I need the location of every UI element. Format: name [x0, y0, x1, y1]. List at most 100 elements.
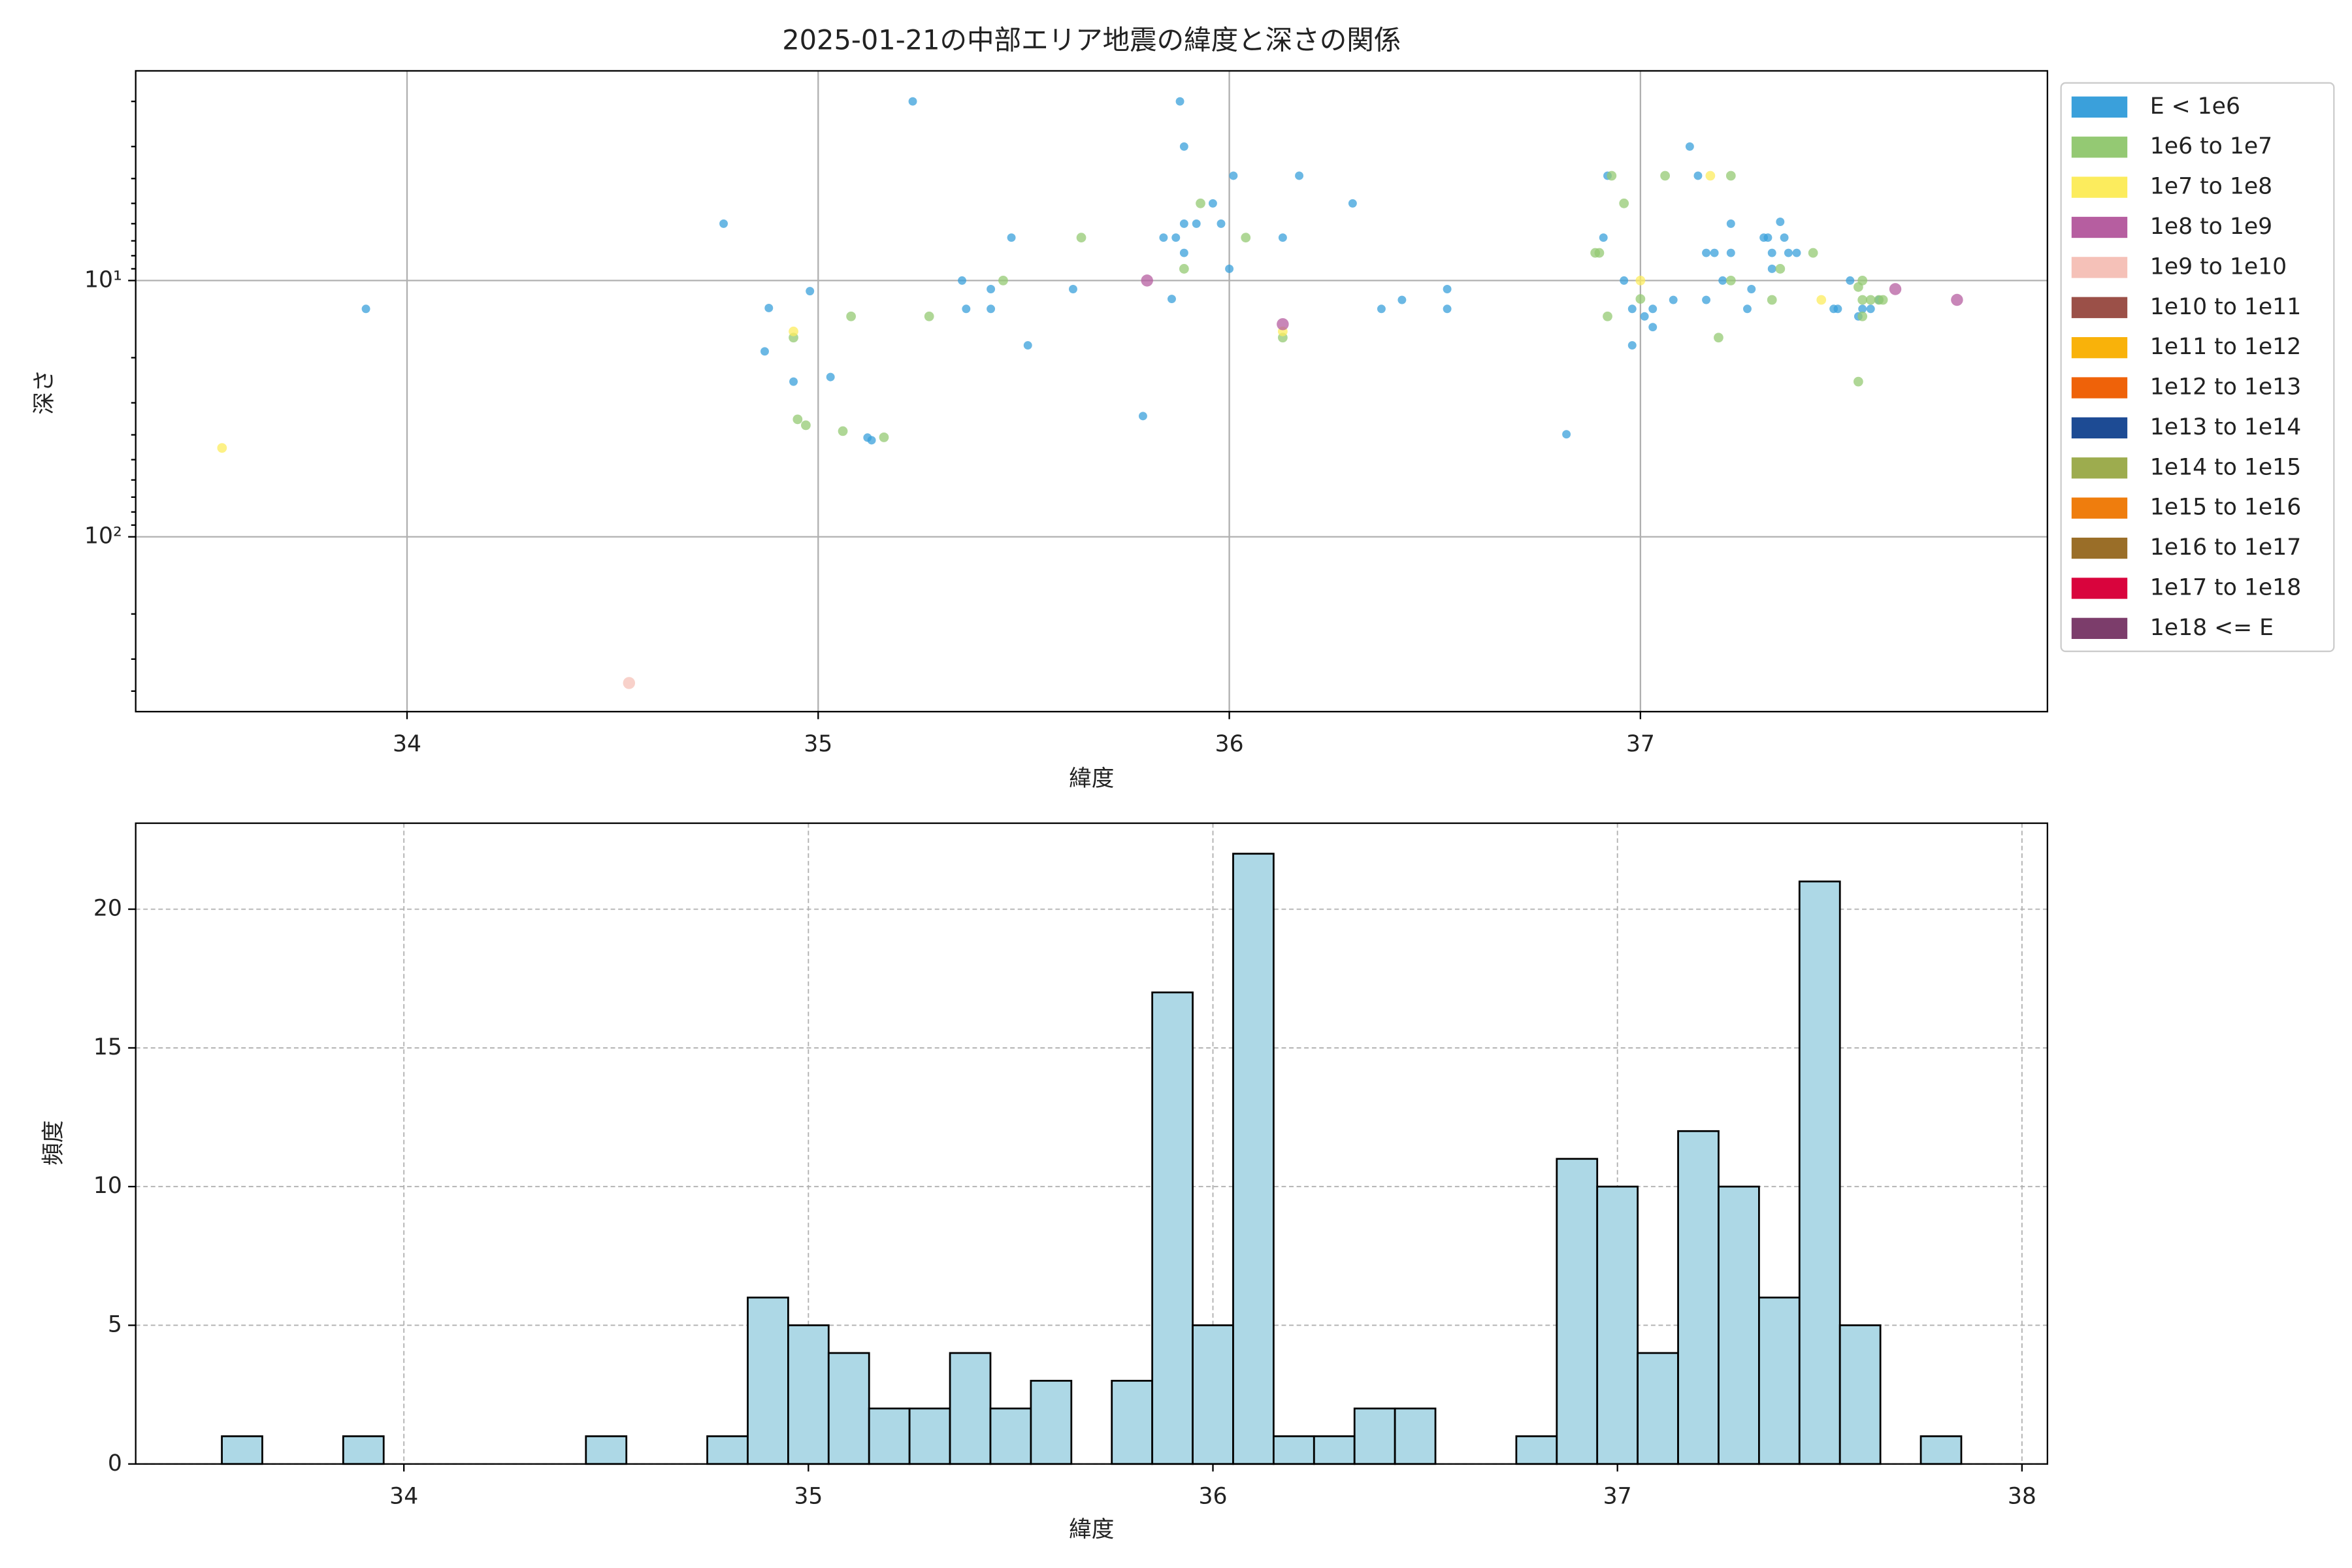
bar	[1192, 1324, 1234, 1465]
point	[1599, 233, 1608, 242]
x-tick-label: 36	[1198, 1484, 1227, 1510]
point	[789, 326, 798, 336]
point	[924, 311, 934, 321]
point	[1635, 294, 1646, 304]
point	[1648, 304, 1658, 314]
bar	[1637, 1352, 1679, 1465]
x-axis-label: 緯度	[1069, 766, 1114, 792]
point	[1775, 264, 1786, 274]
point	[1179, 219, 1188, 228]
point	[958, 276, 967, 285]
point	[1763, 233, 1772, 242]
point	[1702, 248, 1711, 257]
point	[1710, 248, 1719, 257]
bar	[342, 1435, 385, 1465]
x-tick-label: 38	[2008, 1484, 2036, 1510]
point	[1718, 276, 1727, 285]
point	[1685, 142, 1694, 151]
point	[962, 304, 971, 314]
y-tick-label: 0	[108, 1450, 122, 1477]
point	[1858, 304, 1867, 314]
point	[1747, 285, 1756, 293]
legend-swatch	[2071, 176, 2128, 198]
legend-label: 1e8 to 1e9	[2150, 214, 2272, 240]
point	[1776, 218, 1785, 226]
point	[1171, 233, 1181, 242]
point	[1857, 276, 1868, 286]
point	[1443, 285, 1452, 293]
point	[764, 303, 774, 312]
point	[1743, 304, 1752, 314]
point	[1725, 171, 1736, 181]
legend-swatch	[2071, 578, 2128, 599]
legend-swatch	[2071, 137, 2128, 158]
point	[1726, 219, 1735, 228]
point	[1627, 304, 1637, 314]
legend-label: 1e10 to 1e11	[2150, 294, 2301, 320]
bar	[1556, 1158, 1599, 1465]
point	[826, 372, 835, 382]
point	[1767, 248, 1776, 257]
bar	[1798, 880, 1841, 1465]
point	[846, 311, 857, 321]
point	[760, 347, 769, 356]
y-tick-label: 10²	[84, 523, 122, 549]
point	[1792, 248, 1801, 257]
point	[1208, 199, 1217, 208]
point	[1780, 233, 1789, 242]
point	[1619, 198, 1629, 208]
point	[623, 677, 636, 689]
bar	[706, 1435, 749, 1465]
point	[987, 285, 996, 293]
legend-label: 1e18 <= E	[2150, 615, 2274, 641]
point	[1635, 276, 1646, 286]
point	[1295, 171, 1304, 180]
bar	[827, 1352, 870, 1465]
point	[908, 97, 917, 106]
bar	[1232, 853, 1275, 1465]
point	[1192, 219, 1201, 228]
legend-swatch	[2071, 497, 2128, 519]
point	[1196, 198, 1205, 208]
chart-title: 2025-01-21の中部エリア地震の緯度と深さの関係	[782, 24, 1401, 56]
legend-label: 1e15 to 1e16	[2150, 495, 2301, 521]
point	[1878, 295, 1888, 305]
bar	[787, 1324, 830, 1465]
x-tick-label: 37	[1626, 731, 1655, 757]
point	[1562, 430, 1571, 439]
bar	[908, 1407, 951, 1465]
legend-swatch	[2071, 337, 2128, 359]
bar	[1838, 1324, 1882, 1465]
point	[1229, 171, 1238, 180]
bar	[1151, 991, 1194, 1465]
point	[1784, 248, 1793, 257]
point	[1767, 295, 1777, 305]
legend-swatch	[2071, 297, 2128, 318]
bar	[747, 1296, 789, 1465]
plot-frame	[135, 822, 2048, 1465]
bar	[585, 1435, 628, 1465]
legend-swatch	[2071, 617, 2128, 639]
x-tick-label: 37	[1603, 1484, 1632, 1510]
legend-label: E < 1e6	[2150, 93, 2240, 120]
legend-swatch	[2071, 417, 2128, 439]
point	[1068, 285, 1077, 293]
point	[1175, 97, 1184, 106]
legend-label: 1e12 to 1e13	[2150, 374, 2301, 400]
bar	[1919, 1435, 1963, 1465]
point	[1377, 304, 1386, 314]
x-tick-label: 35	[804, 731, 832, 757]
point	[1648, 323, 1658, 332]
point	[1023, 341, 1032, 350]
point	[1660, 171, 1671, 181]
point	[987, 304, 996, 314]
bar	[1718, 1185, 1760, 1465]
point	[879, 432, 889, 442]
bar	[1273, 1435, 1315, 1465]
legend-label: 1e16 to 1e17	[2150, 534, 2301, 561]
point	[1443, 304, 1452, 314]
bar	[1757, 1296, 1801, 1465]
bar	[989, 1407, 1032, 1465]
point	[1714, 333, 1723, 343]
point	[1007, 233, 1016, 242]
